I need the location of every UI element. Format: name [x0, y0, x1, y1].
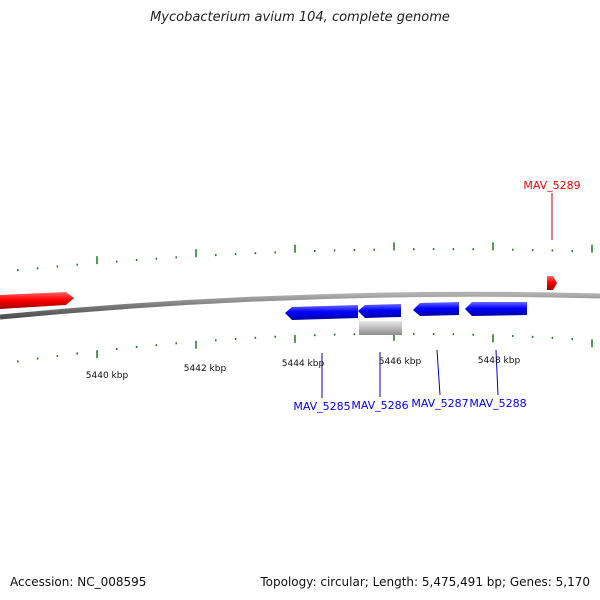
scale-label: 5442 kbp	[184, 364, 227, 374]
scale-label: 5448 kbp	[478, 356, 521, 366]
gene-label-mav-5288[interactable]: MAV_5288	[469, 397, 526, 410]
gene-box-unlabeled[interactable]	[359, 321, 402, 335]
gene-arrow-forward-left[interactable]	[0, 292, 74, 309]
gene-label-mav-5287[interactable]: MAV_5287	[411, 397, 468, 410]
gene-arrow-mav-5287[interactable]	[413, 302, 459, 316]
accession-text: Accession: NC_008595	[10, 575, 147, 589]
gene-label-mav-5285[interactable]: MAV_5285	[293, 400, 350, 413]
gene-label-mav-5289[interactable]: MAV_5289	[523, 179, 580, 192]
lower-tick-row	[17, 332, 593, 363]
scale-label: 5444 kbp	[282, 359, 325, 369]
genome-summary-text: Topology: circular; Length: 5,475,491 bp…	[260, 575, 590, 589]
leader-line-mav-5287	[436, 349, 441, 396]
leader-line-mav-5288	[495, 349, 499, 396]
genome-backbone	[0, 291, 600, 320]
gene-label-mav-5286[interactable]: MAV_5286	[351, 399, 408, 412]
gene-arrow-mav-5288[interactable]	[465, 302, 527, 316]
upper-tick-row	[17, 242, 593, 272]
scale-label: 5440 kbp	[86, 371, 129, 381]
gene-arrow-mav-5289[interactable]	[547, 276, 557, 290]
map-title: Mycobacterium avium 104, complete genome	[150, 10, 450, 25]
scale-label: 5446 kbp	[379, 357, 422, 367]
gene-arrow-mav-5285[interactable]	[285, 305, 358, 320]
gene-arrow-mav-5286[interactable]	[358, 304, 401, 318]
